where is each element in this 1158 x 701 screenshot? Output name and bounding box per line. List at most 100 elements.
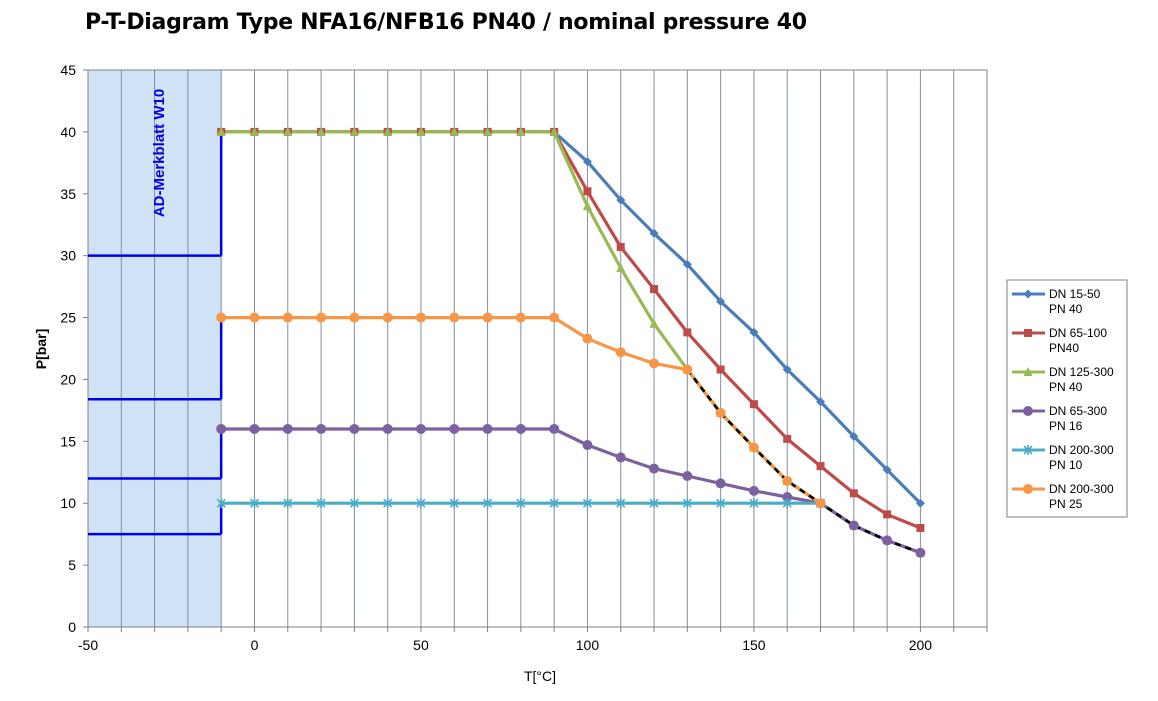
data-point-dn-15-50-pn-40 <box>682 259 692 269</box>
x-tick-label: -50 <box>78 637 98 653</box>
data-point-dn-200-300-pn-25 <box>415 312 426 323</box>
data-point-dn-125-300-pn-40 <box>483 126 493 136</box>
data-point-dn-65-300-pn-16 <box>549 423 560 434</box>
y-tick-label: 20 <box>60 371 76 387</box>
x-axis-label: T[°C] <box>524 668 556 684</box>
data-point-dn-65-300-pn-16 <box>216 423 227 434</box>
legend-label: PN 10 <box>1049 458 1083 472</box>
y-tick-label: 5 <box>68 557 76 573</box>
data-point-dn-125-300-pn-40 <box>649 318 659 328</box>
data-point-dn-125-300-pn-40 <box>383 126 393 136</box>
data-point-dn-15-50-pn-40 <box>582 157 592 167</box>
legend-label: PN 40 <box>1049 380 1083 394</box>
data-point-dn-200-300-pn-25 <box>782 475 793 486</box>
x-tick-label: 200 <box>909 637 933 653</box>
data-point-dn-65-100-pn40 <box>883 510 892 519</box>
y-tick-label: 30 <box>60 248 76 264</box>
legend-label: PN 40 <box>1049 302 1083 316</box>
data-point-dn-125-300-pn-40 <box>616 263 626 273</box>
legend-swatch-marker <box>1023 445 1033 455</box>
data-point-dn-200-300-pn-25 <box>382 312 393 323</box>
data-point-dn-200-300-pn-10 <box>749 498 759 509</box>
data-point-dn-125-300-pn-40 <box>449 126 459 136</box>
y-tick-label: 0 <box>68 619 76 635</box>
legend-label: DN 65-100 <box>1049 326 1107 340</box>
data-point-dn-125-300-pn-40 <box>249 126 259 136</box>
data-point-dn-200-300-pn-25 <box>482 312 493 323</box>
series-line-dn-65-300-pn-16 <box>221 427 921 555</box>
data-point-dn-200-300-pn-10 <box>316 498 326 509</box>
data-point-dn-200-300-pn-25 <box>815 498 826 509</box>
data-point-dn-200-300-pn-10 <box>782 498 792 509</box>
data-point-dn-125-300-pn-40 <box>283 126 293 136</box>
data-point-dn-200-300-pn-10 <box>682 498 692 509</box>
data-point-dn-125-300-pn-40 <box>582 201 592 211</box>
data-point-dn-65-100-pn40 <box>616 243 625 252</box>
data-point-dn-200-300-pn-10 <box>716 498 726 509</box>
data-point-dn-65-300-pn-16 <box>649 463 660 474</box>
data-point-dn-200-300-pn-10 <box>249 498 260 509</box>
data-point-dn-200-300-pn-25 <box>748 442 759 453</box>
legend-label: DN 15-50 <box>1049 287 1101 301</box>
data-point-dn-200-300-pn-10 <box>516 498 526 509</box>
data-point-dn-15-50-pn-40 <box>749 327 759 337</box>
dashed-overlay-line <box>686 368 921 554</box>
data-point-dn-65-300-pn-16 <box>449 423 460 434</box>
data-point-dn-65-300-pn-16 <box>615 452 626 463</box>
data-point-dn-65-300-pn-16 <box>682 470 693 481</box>
data-point-dn-200-300-pn-25 <box>515 312 526 323</box>
x-tick-label: 150 <box>742 637 766 653</box>
y-tick-label: 25 <box>60 310 76 326</box>
data-point-dn-65-100-pn40 <box>683 328 692 337</box>
data-point-dn-200-300-pn-10 <box>349 498 359 509</box>
legend-label: DN 65-300 <box>1049 404 1107 418</box>
data-point-dn-65-300-pn-16 <box>915 547 926 558</box>
data-point-dn-15-50-pn-40 <box>616 195 626 205</box>
data-point-dn-125-300-pn-40 <box>416 126 426 136</box>
data-point-dn-200-300-pn-25 <box>682 364 693 375</box>
data-point-dn-15-50-pn-40 <box>649 228 659 238</box>
x-tick-label: 50 <box>413 637 429 653</box>
y-tick-label: 45 <box>60 62 76 78</box>
data-point-dn-125-300-pn-40 <box>216 126 226 136</box>
y-tick-label: 35 <box>60 186 76 202</box>
data-point-dn-200-300-pn-10 <box>649 498 659 509</box>
legend-swatch-marker <box>1023 367 1033 376</box>
data-point-dn-65-300-pn-16 <box>748 485 759 496</box>
data-point-dn-15-50-pn-40 <box>716 296 726 306</box>
data-point-dn-65-100-pn40 <box>816 462 825 471</box>
chart-title: P-T-Diagram Type NFA16/NFB16 PN40 / nomi… <box>85 10 807 35</box>
data-point-dn-65-300-pn-16 <box>382 423 393 434</box>
data-point-dn-65-100-pn40 <box>583 187 592 196</box>
data-point-dn-65-100-pn40 <box>916 523 925 532</box>
y-tick-label: 15 <box>60 433 76 449</box>
legend-label: DN 200-300 <box>1049 482 1114 496</box>
data-point-dn-200-300-pn-25 <box>449 312 460 323</box>
data-point-dn-65-300-pn-16 <box>415 423 426 434</box>
legend-swatch-marker <box>1023 289 1033 299</box>
data-point-dn-200-300-pn-25 <box>316 312 327 323</box>
data-point-dn-15-50-pn-40 <box>782 365 792 375</box>
data-point-dn-200-300-pn-10 <box>582 498 593 509</box>
region-label: AD-Merkblatt W10 <box>151 89 168 217</box>
data-point-dn-200-300-pn-25 <box>282 312 293 323</box>
data-point-dn-200-300-pn-10 <box>482 498 493 509</box>
data-point-dn-200-300-pn-25 <box>549 312 560 323</box>
data-point-dn-65-300-pn-16 <box>349 423 360 434</box>
data-point-dn-200-300-pn-25 <box>216 312 227 323</box>
legend-label: PN 25 <box>1049 497 1083 511</box>
legend-swatch-marker <box>1024 329 1032 337</box>
data-point-dn-125-300-pn-40 <box>516 126 526 136</box>
data-point-dn-65-300-pn-16 <box>482 423 493 434</box>
data-point-dn-65-100-pn40 <box>783 434 792 443</box>
data-point-dn-125-300-pn-40 <box>316 126 326 136</box>
data-point-dn-65-300-pn-16 <box>282 423 293 434</box>
data-point-dn-65-100-pn40 <box>849 489 858 498</box>
data-point-dn-125-300-pn-40 <box>349 126 359 136</box>
data-point-dn-15-50-pn-40 <box>816 397 826 407</box>
y-tick-label: 40 <box>60 124 76 140</box>
data-point-dn-65-300-pn-16 <box>515 423 526 434</box>
data-point-dn-65-300-pn-16 <box>715 478 726 489</box>
plot-area <box>88 70 987 627</box>
